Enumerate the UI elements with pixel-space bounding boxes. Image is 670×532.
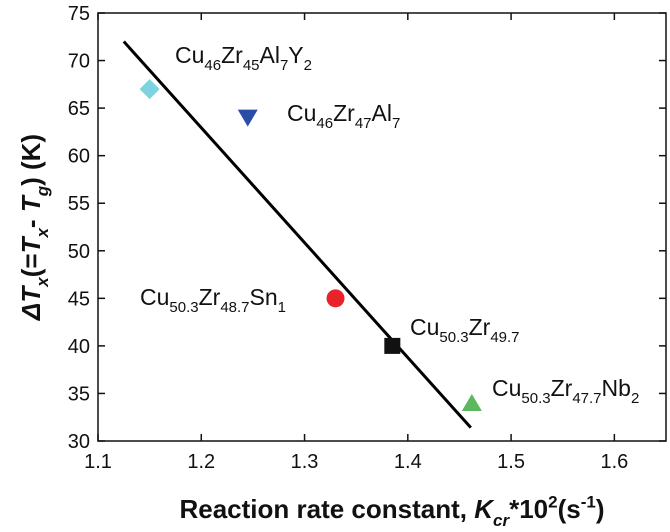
data-point [139,79,160,100]
x-tick-label: 1.2 [187,451,215,473]
text-segment: Δ [16,303,46,321]
text-segment: Cu [287,100,316,126]
y-tick-label: 35 [68,383,90,405]
text-segment: 2 [548,493,557,512]
x-tick-label: 1.6 [600,451,628,473]
x-tick-label: 1.4 [394,451,422,473]
text-segment: 7 [392,115,400,132]
text-segment: Cu [492,375,521,401]
point-label: Cu50.3Zr47.7Nb2 [492,375,639,407]
x-tick-label: 1.1 [84,451,112,473]
text-segment: Al [260,42,280,68]
y-tick-label: 40 [68,336,90,358]
text-segment: Zr [469,314,491,340]
text-segment: -1 [581,493,596,512]
text-segment: Cu [175,42,204,68]
text-segment: 1 [278,299,286,316]
x-tick-label: 1.3 [291,451,319,473]
x-axis-title: Reaction rate constant, Kcr*102(s-1) [179,493,604,530]
point-label: Cu50.3Zr48.7Sn1 [140,284,286,316]
text-segment: x [33,276,52,288]
y-tick-label: 60 [68,146,90,168]
data-point [384,337,401,354]
text-segment: Zr [551,375,573,401]
text-segment: 46 [204,57,221,74]
text-segment: ) [596,494,605,524]
text-segment: 50.3 [439,329,468,346]
text-segment: Zr [199,284,221,310]
text-segment: - [16,212,46,228]
text-segment: Al [372,100,392,126]
text-segment: 46 [316,115,333,132]
text-segment: T [16,235,46,253]
text-segment: (= [16,253,46,277]
text-segment: Cu [140,284,169,310]
y-tick-label: 45 [68,288,90,310]
text-segment: 47.7 [572,390,601,407]
y-tick-label: 50 [68,241,90,263]
data-point [237,109,258,127]
text-segment: (s [558,494,581,524]
y-axis-title: ΔTx(=Tx- Tg) (K) [16,134,52,321]
x-tick-label: 1.5 [497,451,525,473]
text-segment: 48.7 [220,299,249,316]
text-segment: Zr [221,42,243,68]
y-tick-label: 55 [68,193,90,215]
data-point [326,289,345,308]
y-tick-label: 75 [68,3,90,25]
text-segment: 50.3 [521,390,550,407]
y-tick-label: 70 [68,51,90,73]
point-label: Cu50.3Zr49.7 [410,314,520,346]
text-segment: *10 [509,494,548,524]
text-segment: 45 [243,57,260,74]
text-segment: Cu [410,314,439,340]
text-segment: 2 [631,390,639,407]
text-segment: T [16,194,46,212]
text-segment: Y [288,42,303,68]
text-segment: g [33,185,52,197]
text-segment: Nb [602,375,631,401]
y-tick-label: 30 [68,431,90,453]
point-label: Cu46Zr47Al7 [287,100,400,132]
text-segment: Zr [333,100,355,126]
text-segment: K [474,494,495,524]
text-segment: ) (K) [16,134,46,186]
point-label: Cu46Zr45Al7Y2 [175,42,312,74]
text-segment: Reaction rate constant, [179,494,474,524]
fit-line [122,40,472,429]
text-segment: 49.7 [490,329,519,346]
text-segment: T [16,285,46,303]
text-segment: 2 [304,57,312,74]
text-segment: 47 [355,115,372,132]
text-segment: x [33,227,52,239]
text-segment: cr [493,511,510,530]
y-tick-label: 65 [68,98,90,120]
text-segment: 7 [280,57,288,74]
text-segment: 50.3 [169,299,198,316]
data-point [461,393,482,411]
text-segment: Sn [250,284,278,310]
plot-frame [97,12,667,442]
